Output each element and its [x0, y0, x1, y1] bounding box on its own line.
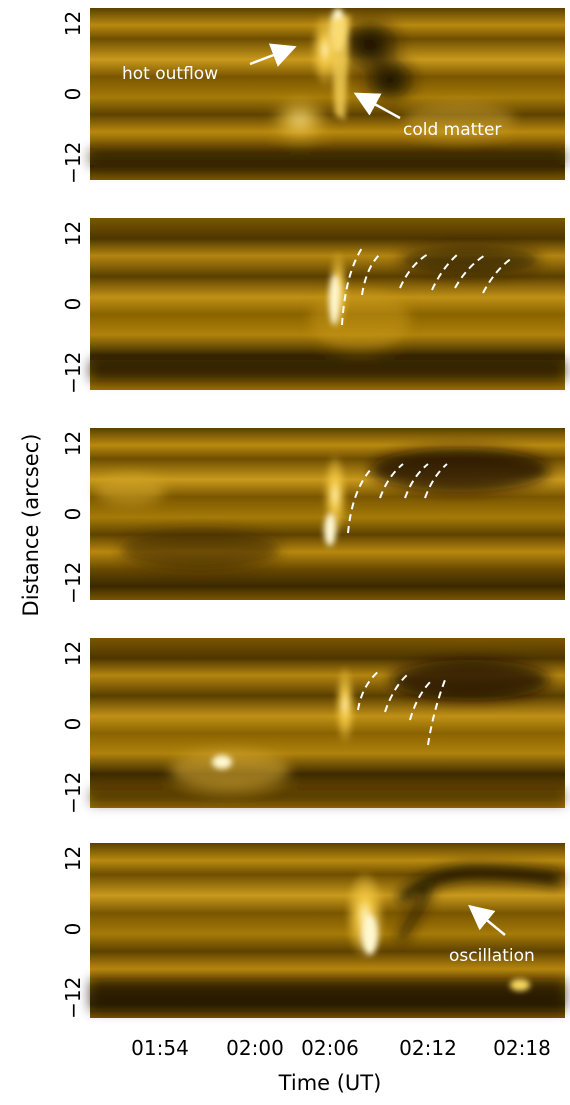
x-tick-label: 02:06: [301, 1036, 359, 1060]
y-tick-label: 12: [61, 221, 85, 246]
y-tick-label: 12: [61, 11, 85, 36]
x-tick-label: 02:18: [493, 1036, 551, 1060]
oscillation-arrow: [468, 904, 506, 936]
panel-2: [90, 218, 565, 390]
panel-1: [90, 8, 565, 180]
y-tick-label: 12: [61, 846, 85, 871]
hot-outflow-label: hot outflow: [122, 64, 218, 84]
panel-4-dashed-tracks: [357, 669, 446, 746]
y-tick-label: 0: [61, 718, 85, 731]
x-tick-labels: 01:54 02:00 02:06 02:12 02:18: [131, 1036, 551, 1060]
y-tick-label: −12: [61, 562, 85, 604]
y-tick-label: −12: [61, 142, 85, 184]
y-tick-labels: 12 0 −12 12 0 −12 12 0 −12 12 0 −12 12 0 −12: [61, 11, 85, 1019]
x-axis-label: Time (UT): [278, 1071, 382, 1095]
x-tick-label: 02:00: [226, 1036, 284, 1060]
y-tick-label: −12: [61, 772, 85, 814]
panel-3-dashed-tracks: [347, 463, 448, 534]
y-tick-label: −12: [61, 352, 85, 394]
oscillation-label: oscillation: [449, 946, 535, 966]
annotation-cold-matter: cold matter: [353, 92, 501, 140]
cold-matter-label: cold matter: [403, 120, 501, 140]
x-tick-label: 01:54: [131, 1036, 189, 1060]
y-tick-label: 12: [61, 431, 85, 456]
y-tick-label: 0: [61, 508, 85, 521]
x-tick-label: 02:12: [399, 1036, 457, 1060]
annotation-hot-outflow: hot outflow: [122, 43, 297, 84]
y-tick-label: −12: [61, 977, 85, 1019]
y-tick-label: 0: [61, 923, 85, 936]
y-tick-label: 0: [61, 298, 85, 311]
panel-4: [90, 638, 565, 808]
cold-matter-arrow: [353, 92, 401, 120]
annotation-oscillation: oscillation: [449, 904, 535, 966]
hot-outflow-arrow: [249, 43, 297, 67]
panel-2-dashed-tracks: [341, 247, 513, 326]
panel-3: [90, 428, 565, 600]
panel-5: [90, 843, 565, 1018]
y-tick-label: 0: [61, 88, 85, 101]
y-tick-label: 12: [61, 641, 85, 666]
y-axis-label: Distance (arcsec): [19, 434, 43, 617]
